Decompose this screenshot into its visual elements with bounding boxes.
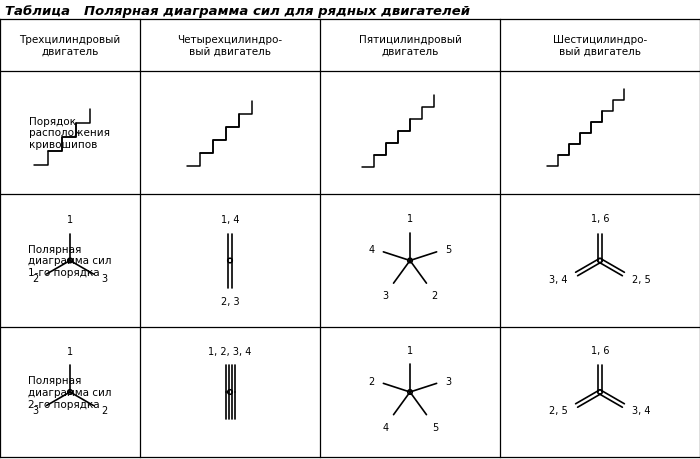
Text: 5: 5 [445, 245, 452, 254]
Text: 5: 5 [432, 422, 438, 432]
Text: 1: 1 [407, 345, 413, 355]
Text: 1, 6: 1, 6 [591, 345, 609, 355]
Text: 1, 6: 1, 6 [591, 214, 609, 224]
Text: Полярная
диаграмма сил
2-го порядка: Полярная диаграмма сил 2-го порядка [28, 375, 112, 409]
Text: 2: 2 [369, 376, 375, 386]
Text: 3: 3 [33, 405, 38, 415]
Text: 3, 4: 3, 4 [632, 406, 650, 415]
Text: 4: 4 [369, 245, 375, 254]
Text: 2: 2 [432, 291, 438, 301]
Text: 1, 2, 3, 4: 1, 2, 3, 4 [209, 346, 252, 356]
Text: 2: 2 [102, 405, 107, 415]
Text: Четырехцилиндро-
вый двигатель: Четырехцилиндро- вый двигатель [177, 35, 283, 56]
Text: 1, 4: 1, 4 [220, 215, 239, 225]
Text: Шестицилиндро-
вый двигатель: Шестицилиндро- вый двигатель [553, 35, 647, 56]
Text: 2, 3: 2, 3 [220, 297, 239, 307]
Text: Полярная
диаграмма сил
1-го порядка: Полярная диаграмма сил 1-го порядка [28, 244, 112, 278]
Text: 4: 4 [382, 422, 389, 432]
Text: 2, 5: 2, 5 [632, 274, 651, 285]
Text: 1: 1 [67, 215, 73, 225]
Text: 2: 2 [33, 274, 38, 284]
Text: 3: 3 [382, 291, 389, 301]
Text: Пятицилиндровый
двигатель: Пятицилиндровый двигатель [358, 35, 461, 56]
Text: Таблица   Полярная диаграмма сил для рядных двигателей: Таблица Полярная диаграмма сил для рядны… [5, 5, 470, 17]
Text: Трехцилиндровый
двигатель: Трехцилиндровый двигатель [20, 35, 120, 56]
Text: 3: 3 [445, 376, 452, 386]
Text: Порядок
расположения
кривошипов: Порядок расположения кривошипов [29, 117, 111, 150]
Text: 3, 4: 3, 4 [550, 274, 568, 285]
Text: 1: 1 [67, 346, 73, 356]
Text: 1: 1 [407, 214, 413, 224]
Text: 2, 5: 2, 5 [550, 406, 568, 415]
Text: 3: 3 [102, 274, 107, 284]
